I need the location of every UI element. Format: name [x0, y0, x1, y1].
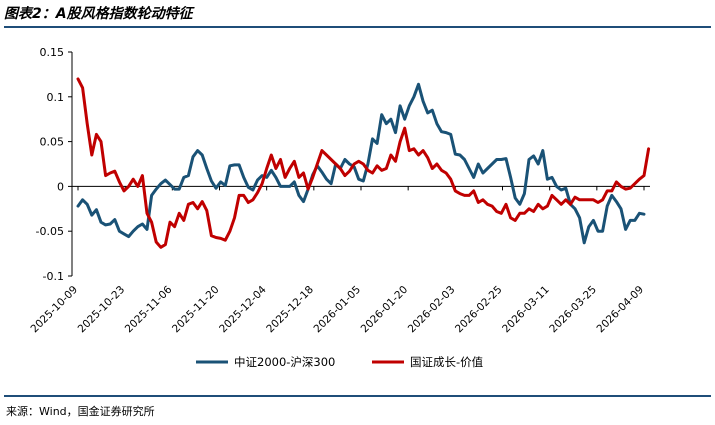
line-chart: -0.1 -0.05 0 0.05 0.1 0.15 2025-10-092025-10-… [28, 46, 651, 369]
y-tick-label: 0.15 [40, 46, 65, 59]
y-tick-label: -0.05 [36, 225, 64, 238]
chart-title: 图表2：A股风格指数轮动特征 [4, 6, 193, 22]
series-line-1 [76, 82, 646, 245]
x-tick-label: 2026-04-09 [594, 284, 646, 336]
y-axis: -0.1 -0.05 0 0.05 0.1 0.15 [36, 46, 73, 283]
x-tick-label: 2025-11-06 [123, 283, 175, 335]
title-bar [4, 2, 711, 28]
x-tick-label: 2025-12-04 [217, 283, 269, 335]
y-tick-label: 0.05 [40, 136, 65, 149]
x-tick-label: 2026-02-25 [453, 284, 505, 336]
source-divider [4, 395, 711, 397]
x-tick-label: 2026-01-20 [359, 284, 411, 336]
y-tick-label: 0.1 [47, 91, 65, 104]
legend: 中证2000-沪深300 国证成长-价值 [196, 355, 484, 369]
legend-label: 国证成长-价值 [410, 355, 484, 369]
x-tick-label: 2025-12-18 [264, 284, 316, 336]
y-tick-label: 0 [57, 180, 64, 193]
x-tick-label: 2026-02-03 [406, 284, 458, 336]
x-tick-label: 2026-03-11 [500, 284, 552, 336]
source-note: 来源：Wind，国金证券研究所 [6, 405, 155, 418]
x-tick-label: 2026-03-25 [547, 284, 599, 336]
series-line-2 [76, 77, 651, 249]
series-layer [76, 77, 651, 249]
x-axis: 2025-10-092025-10-232025-11-062025-11-20… [28, 185, 650, 336]
legend-label: 中证2000-沪深300 [234, 355, 335, 369]
x-tick-label: 2025-10-23 [76, 284, 128, 336]
x-tick-label: 2026-01-05 [311, 284, 363, 336]
y-tick-label: -0.1 [43, 270, 64, 283]
x-tick-label: 2025-10-09 [28, 284, 80, 336]
x-tick-label: 2025-11-20 [170, 284, 222, 336]
